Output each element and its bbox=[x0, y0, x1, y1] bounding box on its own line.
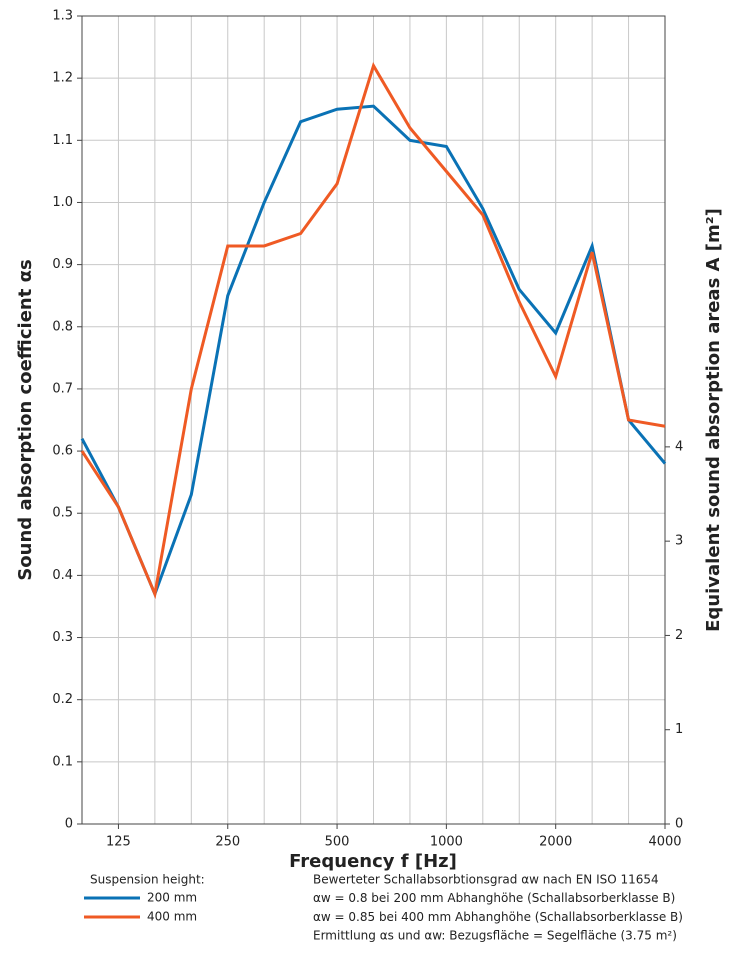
y-tick-label: 0.3 bbox=[52, 630, 73, 645]
note: Ermittlung αs und αw: Bezugsfläche = Seg… bbox=[313, 929, 677, 943]
y-tick-label: 1.3 bbox=[52, 9, 73, 24]
y-tick-label: 0.5 bbox=[52, 506, 73, 521]
y-tick-label: 0.2 bbox=[52, 692, 73, 707]
y-tick-label: 0.6 bbox=[52, 444, 73, 459]
y-tick-label: 1.1 bbox=[52, 133, 73, 148]
y-axis-title: Sound absorption coefficient αs bbox=[15, 259, 36, 580]
y-tick-label: 0.4 bbox=[52, 568, 73, 583]
x-tick-label: 250 bbox=[215, 835, 240, 850]
x-tick-label: 1000 bbox=[430, 835, 463, 850]
note: αw = 0.85 bei 400 mm Abhanghöhe (Schalla… bbox=[313, 910, 683, 924]
y-tick-label: 0.7 bbox=[52, 381, 73, 396]
x-tick-label: 500 bbox=[325, 835, 350, 850]
legend-title: Suspension height: bbox=[90, 873, 205, 887]
y-tick-label: 0.1 bbox=[52, 754, 73, 769]
series-line bbox=[80, 62, 666, 600]
y2-tick-label: 0 bbox=[675, 817, 683, 832]
y-tick-label: 0.9 bbox=[52, 257, 73, 272]
y-tick-label: 1.2 bbox=[52, 71, 73, 86]
y2-tick-label: 3 bbox=[675, 534, 683, 549]
x-tick-label: 125 bbox=[106, 835, 131, 850]
legend-label: 400 mm bbox=[147, 910, 197, 924]
legend-label: 200 mm bbox=[147, 891, 197, 905]
y-tick-label: 1.0 bbox=[52, 195, 73, 210]
x-tick-label: 2000 bbox=[539, 835, 572, 850]
plot-frame bbox=[81, 15, 666, 825]
note: αw = 0.8 bei 200 mm Abhanghöhe (Schallab… bbox=[313, 891, 675, 905]
y2-tick-label: 2 bbox=[675, 628, 683, 643]
y2-tick-label: 1 bbox=[675, 722, 683, 737]
y2-tick-label: 4 bbox=[675, 439, 683, 454]
x-tick-label: 4000 bbox=[648, 835, 681, 850]
series-line bbox=[80, 104, 667, 599]
y-tick-label: 0.8 bbox=[52, 319, 73, 334]
note: Bewerteter Schallabsorbtionsgrad αw nach… bbox=[313, 873, 659, 887]
x-axis-title: Frequency f [Hz] bbox=[289, 851, 457, 872]
y2-axis-title: Equivalent sound absorption areas A [m²] bbox=[703, 208, 724, 632]
y-tick-label: 0 bbox=[65, 817, 73, 832]
